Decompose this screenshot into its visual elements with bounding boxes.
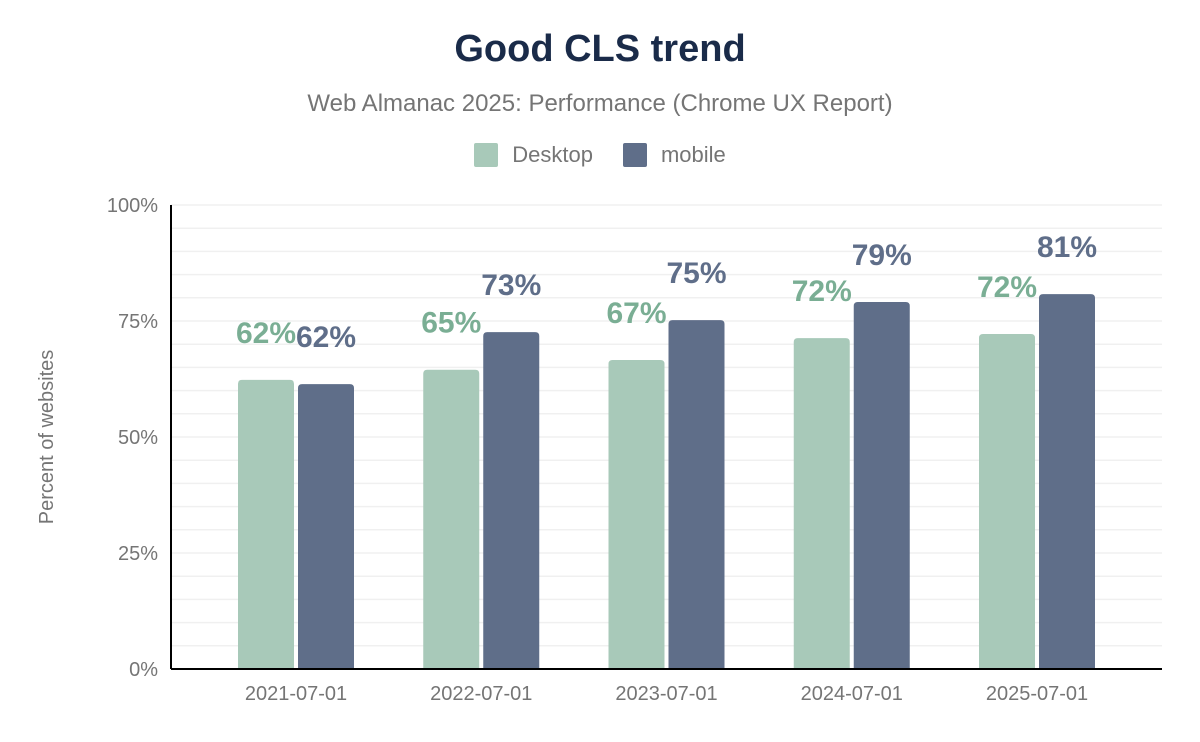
legend-item-mobile[interactable]: mobile <box>622 142 726 168</box>
legend-label-mobile: mobile <box>660 142 726 167</box>
legend-swatch-desktop <box>474 143 499 167</box>
legend-item-desktop[interactable]: Desktop <box>474 142 593 168</box>
legend-swatch-mobile <box>622 143 647 167</box>
data-label-desktop: 72% <box>792 275 852 308</box>
legend-label-desktop: Desktop <box>512 142 593 167</box>
x-tick-label: 2022-07-01 <box>430 683 532 705</box>
data-label-mobile: 79% <box>852 239 912 272</box>
data-label-desktop: 72% <box>977 271 1037 304</box>
bar-desktop <box>423 369 480 669</box>
x-tick-label: 2021-07-01 <box>245 683 347 705</box>
bar-desktop <box>793 338 850 669</box>
bar-mobile <box>483 332 540 669</box>
data-label-mobile: 73% <box>481 269 541 302</box>
bar-mobile <box>298 384 354 669</box>
chart-title: Good CLS trend <box>454 28 746 70</box>
data-label-desktop: 62% <box>236 317 296 350</box>
y-tick-label: 25% <box>118 543 158 565</box>
x-tick-label: 2023-07-01 <box>615 683 717 705</box>
bar-mobile <box>1039 294 1095 669</box>
bar-desktop <box>238 379 294 669</box>
data-label-mobile: 75% <box>666 257 726 290</box>
y-tick-label: 100% <box>107 195 158 217</box>
data-label-desktop: 67% <box>606 297 666 330</box>
y-axis-label: Percent of websites <box>36 350 58 525</box>
data-label-desktop: 65% <box>421 307 481 340</box>
y-tick-label: 0% <box>129 659 158 681</box>
data-label-mobile: 81% <box>1037 231 1097 264</box>
bar-mobile <box>668 320 725 669</box>
x-tick-label: 2025-07-01 <box>986 683 1088 705</box>
y-tick-label: 50% <box>118 427 158 449</box>
data-label-mobile: 62% <box>296 321 356 354</box>
legend: Desktop mobile <box>0 142 1200 168</box>
bar-desktop <box>979 333 1035 669</box>
chart-subtitle: Web Almanac 2025: Performance (Chrome UX… <box>307 90 893 117</box>
bar-mobile <box>853 301 910 669</box>
x-tick-label: 2024-07-01 <box>801 683 903 705</box>
bar-desktop <box>608 359 665 669</box>
y-tick-label: 75% <box>118 311 158 333</box>
